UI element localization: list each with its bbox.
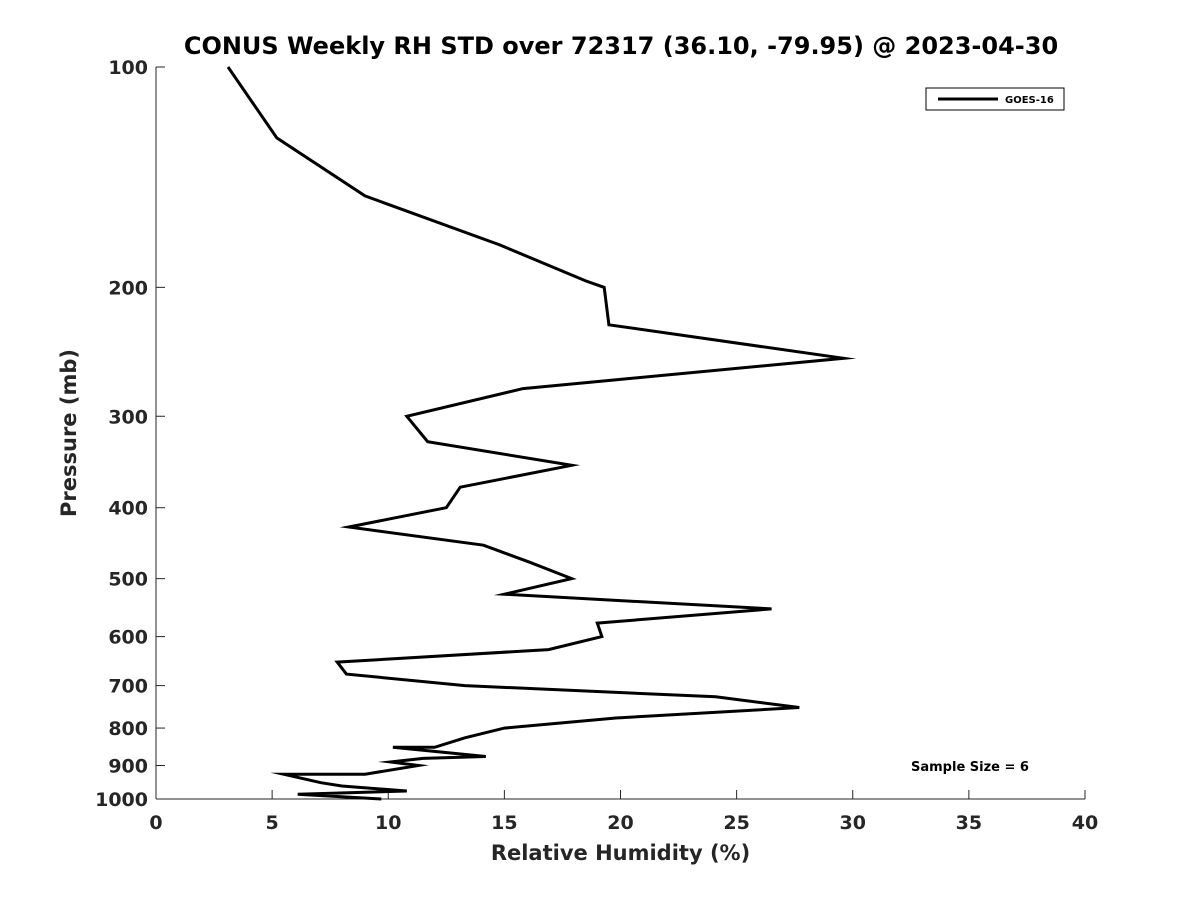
x-tick-label: 40	[1072, 812, 1098, 834]
y-tick-label: 700	[108, 676, 148, 698]
y-tick-label: 800	[108, 718, 148, 740]
y-tick-label: 100	[108, 57, 148, 79]
x-tick-label: 0	[149, 812, 162, 834]
y-tick-label: 1000	[95, 789, 148, 811]
axes	[155, 67, 1085, 800]
x-tick-label: 15	[491, 812, 517, 834]
x-axis-label: Relative Humidity (%)	[491, 841, 750, 865]
legend: GOES-16	[925, 87, 1065, 111]
y-tick-label: 400	[108, 498, 148, 520]
y-tick-label: 600	[108, 627, 148, 649]
series-line-goes-16	[226, 66, 857, 801]
y-axis-ticks: 100 200 300 400 500 600 700 800 900 1000	[95, 57, 165, 811]
y-tick-label: 300	[108, 406, 148, 428]
x-tick-label: 5	[266, 812, 279, 834]
y-tick-label: 900	[108, 756, 148, 778]
legend-label-goes-16: GOES-16	[1005, 95, 1054, 106]
x-tick-label: 35	[956, 812, 982, 834]
y-tick-label: 200	[108, 277, 148, 299]
x-tick-label: 25	[723, 812, 749, 834]
y-tick-label: 500	[108, 569, 148, 591]
x-tick-label: 20	[607, 812, 633, 834]
x-axis-ticks: 0 5 10 15 20 25 30 35 40	[149, 790, 1098, 834]
x-tick-label: 10	[375, 812, 401, 834]
series-layer	[226, 66, 857, 801]
y-axis-label: Pressure (mb)	[57, 349, 81, 517]
x-tick-label: 30	[840, 812, 866, 834]
chart-title: CONUS Weekly RH STD over 72317 (36.10, -…	[184, 32, 1058, 60]
sample-size-annotation: Sample Size = 6	[911, 760, 1029, 775]
